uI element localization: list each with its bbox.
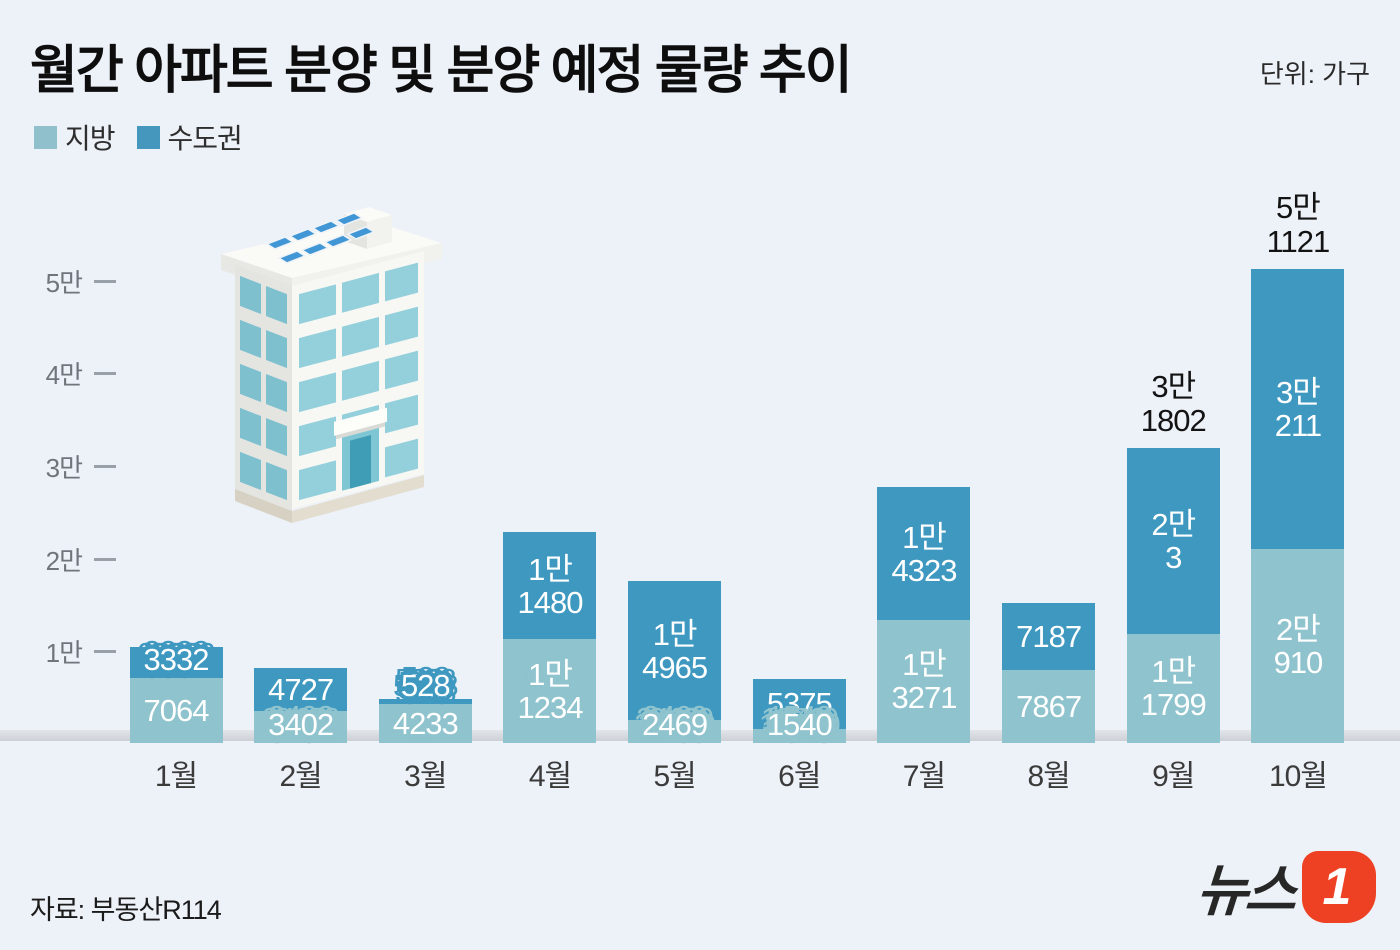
- legend-swatch: [34, 125, 57, 149]
- y-tick-label: 4만: [45, 360, 83, 391]
- value-label-지방-6월: 1540: [766, 706, 833, 742]
- value-label-수도권-4월: 1만 1480: [517, 551, 583, 620]
- y-axis-tick-1만: 1만: [20, 633, 116, 670]
- x-axis-label-5월: 5월: [653, 760, 696, 793]
- bar-5월: 1만 4965 2469: [628, 581, 722, 743]
- solar-panels-icon: [265, 212, 376, 264]
- y-tick-label: 1만: [45, 638, 83, 669]
- x-axis-label-3월: 3월: [404, 760, 447, 793]
- segment-지방-3월: [378, 703, 472, 743]
- y-tick-dash: [94, 650, 116, 654]
- segment-수도권-8월: [1002, 603, 1096, 671]
- y-tick-label: 2만: [45, 545, 83, 576]
- segment-수도권-5월: [628, 581, 722, 721]
- bar-7월: 1만 4323 1만 3271: [877, 487, 971, 743]
- segment-지방-8월: [1002, 670, 1096, 743]
- bar-2월: 4727 3402: [254, 667, 348, 743]
- value-label-수도권-7월: 1만 4323: [891, 519, 957, 588]
- y-axis-tick-2만: 2만: [20, 541, 116, 578]
- value-label-수도권-5월: 1만 4965: [642, 616, 708, 685]
- legend: 지방 수도권: [34, 117, 243, 157]
- bar-4월: 1만 1480 1만 1234: [503, 532, 597, 743]
- news1-logo: 뉴스 1: [1194, 846, 1376, 927]
- segment-수도권-6월: [752, 678, 846, 729]
- x-axis-label-1월: 1월: [154, 760, 198, 793]
- y-tick-dash: [94, 557, 116, 561]
- news1-logo-badge-number: 1: [1322, 857, 1352, 916]
- segment-수도권-3월: [378, 698, 472, 704]
- value-label-수도권-6월: 5375: [766, 686, 833, 722]
- segment-지방-10월: [1251, 549, 1345, 743]
- x-axis-label-7월: 7월: [902, 760, 946, 793]
- value-label-지방-5월: 2469: [642, 706, 708, 742]
- bar-8월: 7187 7867: [1002, 603, 1096, 743]
- value-label-수도권-8월: 7187: [1016, 619, 1082, 655]
- legend-swatch: [136, 125, 160, 149]
- value-label-수도권-10월: 3만 211: [1274, 375, 1322, 444]
- news1-logo-text: 뉴스: [1194, 859, 1296, 922]
- y-axis-tick-4만: 4만: [20, 355, 116, 392]
- segment-지방-9월: [1126, 633, 1220, 743]
- segment-수도권-7월: [877, 487, 971, 620]
- segment-수도권-9월: [1126, 448, 1220, 634]
- segment-수도권-10월: [1251, 269, 1345, 550]
- value-label-지방-7월: 1만 3271: [891, 647, 957, 716]
- y-tick-label: 5만: [45, 267, 83, 298]
- x-axis-label-4월: 4월: [528, 760, 572, 793]
- news1-logo-badge: 1: [1302, 850, 1376, 923]
- legend-item-수도권: 수도권: [136, 117, 243, 157]
- value-label-지방-1월: 7064: [143, 692, 210, 728]
- unit-label: 단위: 가구: [1259, 59, 1370, 89]
- segment-수도권-2월: [254, 667, 348, 712]
- value-label-수도권-9월: 2만 3: [1151, 506, 1196, 575]
- y-tick-dash: [94, 279, 116, 283]
- value-label-지방-10월: 2만 910: [1273, 612, 1324, 681]
- value-label-수도권-2월: 4727: [268, 672, 334, 708]
- bar-1월: 3332 7064: [129, 643, 223, 743]
- bar-10월: 3만 211 2만 910: [1251, 269, 1345, 743]
- bar-9월: 2만 3 1만 1799: [1126, 448, 1220, 743]
- value-label-수도권-1월: 3332: [143, 641, 210, 677]
- value-label-지방-2월: 3402: [268, 706, 334, 742]
- y-axis-tick-3만: 3만: [20, 448, 116, 485]
- y-tick-dash: [94, 464, 116, 468]
- value-label-지방-9월: 1만 1799: [1140, 654, 1207, 723]
- segment-지방-5월: [628, 720, 722, 743]
- source-credit: 자료: 부동산R114: [30, 895, 222, 925]
- x-axis-label-9월: 9월: [1152, 760, 1195, 793]
- legend-label: 지방: [65, 123, 116, 154]
- segment-지방-6월: [752, 728, 846, 743]
- page-title: 월간 아파트 분양 및 분양 예정 물량 추이: [30, 42, 853, 100]
- y-tick-label: 3만: [45, 452, 83, 483]
- segment-지방-4월: [503, 638, 597, 743]
- segment-지방-7월: [877, 619, 971, 743]
- total-label-10월: 5만 1121: [1266, 190, 1331, 260]
- value-label-수도권-3월: 528: [400, 667, 451, 703]
- bar-3월: 528 4233: [378, 669, 472, 743]
- segment-지방-2월: [254, 711, 348, 743]
- legend-item-지방: 지방: [34, 117, 116, 157]
- building-illustration: [221, 207, 442, 523]
- value-label-지방-4월: 1만 1234: [517, 656, 583, 725]
- x-axis-label-8월: 8월: [1027, 760, 1070, 793]
- x-axis-label-2월: 2월: [279, 760, 323, 793]
- segment-지방-1월: [129, 677, 223, 743]
- x-axis-label-10월: 10월: [1268, 760, 1328, 793]
- total-label-9월: 3만 1802: [1140, 369, 1207, 439]
- value-label-지방-8월: 7867: [1016, 689, 1082, 725]
- segment-수도권-1월: [129, 646, 223, 678]
- y-axis-tick-5만: 5만: [20, 263, 116, 300]
- x-axis-label-6월: 6월: [778, 760, 821, 793]
- legend-label: 수도권: [167, 123, 243, 154]
- value-label-지방-3월: 4233: [392, 705, 459, 741]
- bar-6월: 5375 1540: [752, 678, 846, 743]
- segment-수도권-4월: [503, 532, 597, 639]
- y-tick-dash: [94, 372, 116, 376]
